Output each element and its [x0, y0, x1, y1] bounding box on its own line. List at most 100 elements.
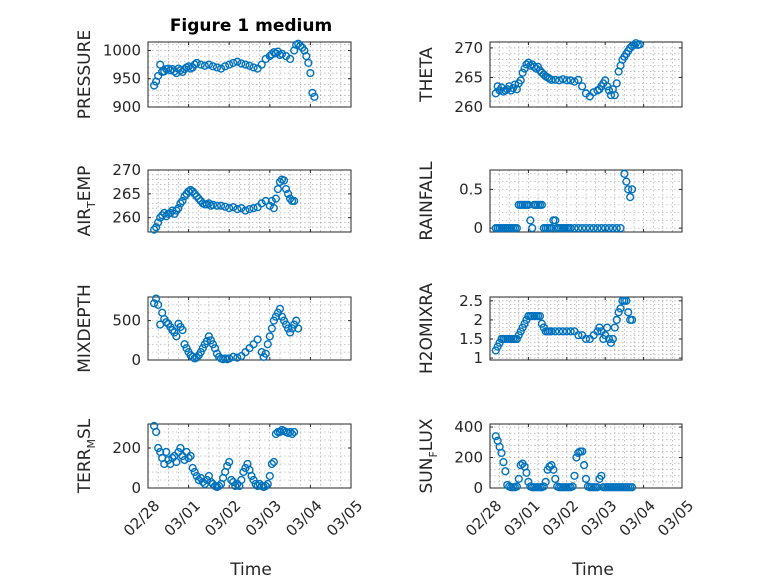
- data-point: [149, 225, 159, 234]
- y-tick-label: 200: [112, 439, 141, 457]
- y-tick-label: 265: [454, 68, 483, 86]
- data-point: [269, 316, 278, 325]
- data-point: [271, 194, 280, 203]
- y-axis-label: MIXDEPTH: [75, 284, 95, 373]
- y-tick-label: 950: [112, 70, 141, 88]
- data-point: [281, 184, 291, 194]
- data-point: [237, 59, 246, 68]
- data-point: [541, 477, 550, 487]
- data-point: [572, 453, 581, 462]
- data-point: [551, 327, 560, 336]
- data-point: [156, 60, 165, 69]
- data-point: [275, 304, 285, 313]
- panel-theta: 260 265 270 THETA: [417, 39, 683, 116]
- data-point: [269, 457, 278, 467]
- axes-frame: [147, 169, 352, 233]
- data-point: [152, 223, 161, 232]
- data-point: [176, 443, 185, 453]
- data-point: [597, 471, 606, 480]
- data-point: [237, 204, 246, 213]
- y-tick-label: 265: [112, 185, 141, 203]
- data-point: [265, 332, 274, 341]
- data-point: [578, 82, 587, 91]
- data-point: [216, 201, 226, 210]
- panel-rainfall: 0 0.5 RAINFALL: [417, 161, 683, 241]
- data-point: [566, 76, 575, 85]
- data-point: [518, 68, 527, 77]
- data-point: [188, 463, 197, 473]
- y-tick-label: 1: [473, 349, 483, 367]
- data-point: [261, 481, 270, 491]
- data-point: [190, 60, 199, 69]
- data-point: [547, 75, 556, 84]
- data-point: [253, 64, 262, 73]
- y-tick-label: 0: [473, 479, 483, 497]
- data-point: [249, 340, 258, 349]
- data-point: [292, 316, 301, 325]
- data-point: [597, 224, 606, 233]
- data-point: [265, 471, 274, 481]
- data-point: [172, 457, 181, 467]
- data-point: [624, 185, 633, 194]
- data-point: [627, 315, 637, 325]
- data-point: [522, 60, 531, 69]
- data-point: [152, 427, 161, 437]
- data-point: [524, 200, 533, 209]
- data-point: [551, 216, 560, 225]
- data-point: [507, 86, 516, 95]
- data-point: [286, 328, 295, 337]
- data-point: [231, 481, 240, 491]
- data-point: [229, 352, 238, 361]
- data-point: [265, 201, 274, 210]
- y-tick-label: 0: [131, 351, 141, 369]
- data-point: [526, 216, 535, 225]
- x-tick-label: 03/02: [539, 497, 582, 540]
- y-axis-label: TERRMSL: [75, 418, 98, 494]
- y-tick-label: 400: [454, 418, 483, 436]
- data-point: [593, 224, 602, 233]
- data-point: [180, 192, 189, 201]
- data-point: [261, 196, 270, 206]
- data-point: [237, 351, 246, 361]
- axes-frame: [147, 41, 352, 108]
- data-point: [267, 196, 276, 206]
- data-point: [192, 471, 201, 481]
- data-point: [212, 63, 222, 72]
- data-point: [514, 474, 523, 483]
- data-point: [499, 457, 508, 467]
- data-point: [204, 199, 214, 208]
- data-point: [180, 340, 189, 349]
- data-point: [227, 475, 236, 485]
- data-point: [249, 475, 258, 485]
- data-point: [604, 224, 614, 233]
- data-point: [196, 60, 205, 69]
- data-point: [229, 477, 238, 487]
- data-point: [608, 334, 617, 344]
- data-point: [610, 91, 619, 100]
- data-point: [616, 224, 625, 233]
- data-point: [180, 455, 189, 465]
- axes-frame: [489, 41, 683, 108]
- data-point: [233, 57, 242, 66]
- data-point: [512, 482, 521, 491]
- data-point: [188, 187, 197, 196]
- data-point: [176, 199, 185, 208]
- data-point: [186, 451, 195, 461]
- data-point: [570, 77, 579, 86]
- data-point: [182, 344, 191, 353]
- data-point: [579, 461, 589, 470]
- data-point: [149, 299, 159, 308]
- data-point: [626, 193, 635, 202]
- data-point: [275, 177, 285, 187]
- data-point: [570, 471, 579, 480]
- data-point: [192, 353, 201, 362]
- panel-pressure: 900 950 1000 PRESSURE: [75, 30, 352, 119]
- data-point: [281, 320, 291, 329]
- data-point: [497, 448, 506, 458]
- data-point: [608, 224, 617, 233]
- data-point: [304, 58, 313, 68]
- data-point: [522, 468, 531, 477]
- data-point: [233, 205, 242, 214]
